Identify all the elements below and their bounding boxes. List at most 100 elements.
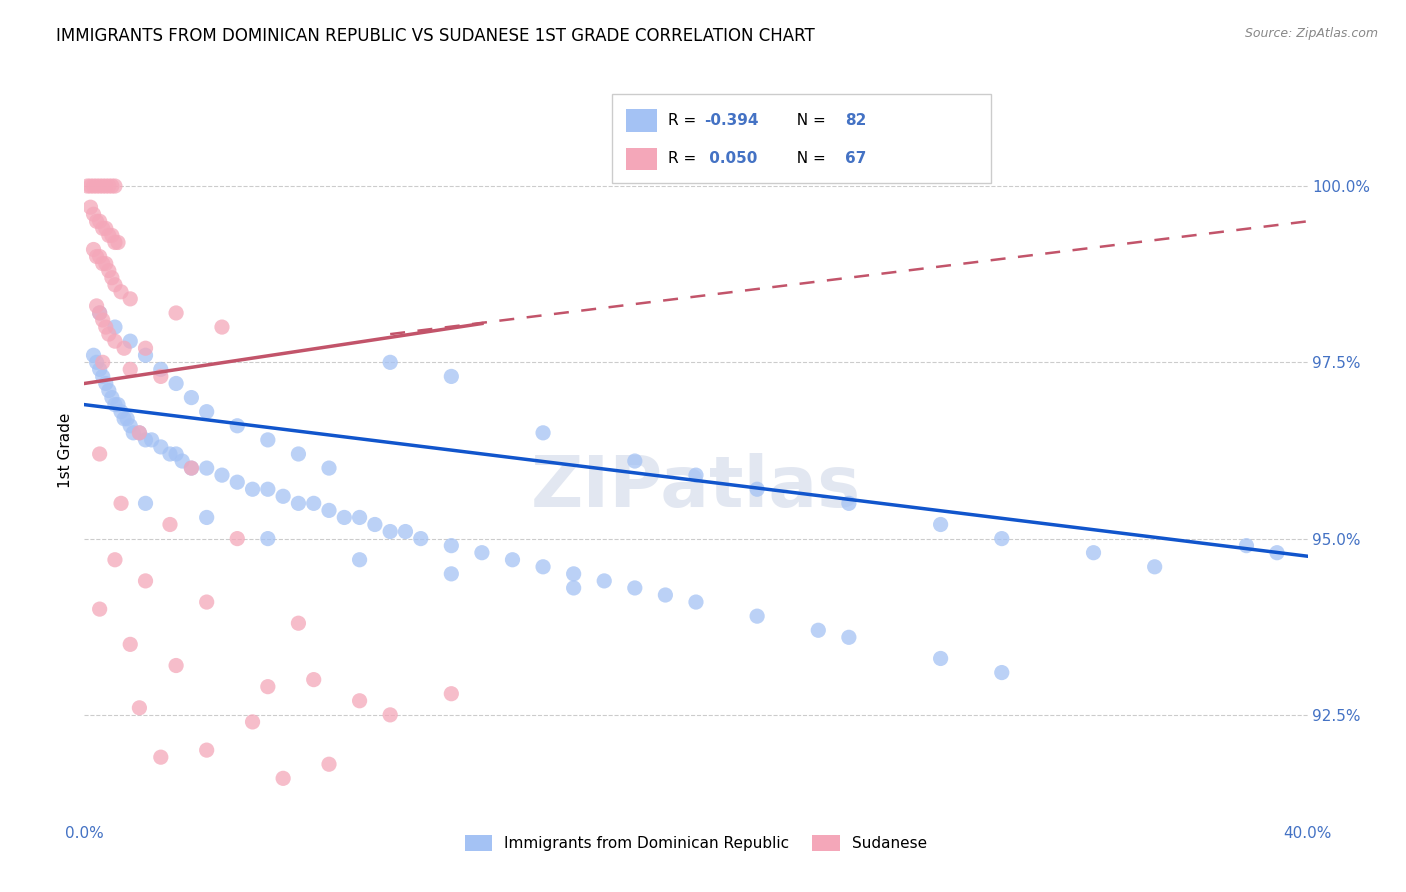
Point [89, 214, 111, 228]
Point [287, 616, 309, 631]
Point [135, 348, 157, 362]
Point [97, 179, 120, 194]
Point [165, 658, 187, 673]
Point [104, 398, 127, 412]
Point [110, 496, 132, 510]
Point [287, 496, 309, 510]
Point [86, 299, 108, 313]
Point [83, 207, 105, 221]
Point [685, 595, 707, 609]
Point [159, 447, 181, 461]
Point [364, 517, 387, 532]
Point [195, 595, 218, 609]
Point [104, 553, 127, 567]
Point [97, 263, 120, 277]
Point [349, 553, 371, 567]
Point [104, 277, 127, 292]
Point [110, 405, 132, 419]
Text: R =: R = [668, 152, 702, 166]
Point [91, 369, 114, 384]
Point [195, 405, 218, 419]
Point [104, 334, 127, 348]
Point [502, 553, 524, 567]
Point [89, 179, 111, 194]
Point [94, 179, 117, 194]
Point [104, 235, 127, 250]
Point [929, 517, 952, 532]
Point [110, 285, 132, 299]
Point [97, 327, 120, 342]
Text: Source: ZipAtlas.com: Source: ZipAtlas.com [1244, 27, 1378, 40]
Point [747, 609, 769, 624]
Point [318, 461, 340, 475]
Point [94, 221, 117, 235]
Point [180, 391, 202, 405]
Point [86, 250, 108, 264]
Point [89, 250, 111, 264]
Point [654, 588, 676, 602]
Point [89, 447, 111, 461]
Point [226, 475, 249, 490]
Point [593, 574, 616, 588]
Point [380, 707, 402, 722]
Point [807, 624, 830, 638]
Point [128, 701, 150, 715]
Point [172, 454, 194, 468]
Y-axis label: 1st Grade: 1st Grade [58, 413, 73, 488]
Point [394, 524, 416, 539]
Point [991, 532, 1014, 546]
Point [257, 433, 280, 447]
Point [271, 772, 294, 786]
Point [76, 179, 98, 194]
Point [165, 447, 187, 461]
Point [149, 750, 172, 764]
Point [562, 581, 585, 595]
Point [349, 510, 371, 524]
Point [287, 447, 309, 461]
Point [120, 418, 142, 433]
Point [120, 334, 142, 348]
Point [120, 637, 142, 651]
Point [257, 482, 280, 496]
Point [624, 581, 647, 595]
Point [531, 425, 554, 440]
Point [91, 179, 114, 194]
Point [211, 320, 233, 334]
Point [226, 418, 249, 433]
Point [242, 482, 264, 496]
Text: R =: R = [668, 113, 702, 128]
Text: IMMIGRANTS FROM DOMINICAN REPUBLIC VS SUDANESE 1ST GRADE CORRELATION CHART: IMMIGRANTS FROM DOMINICAN REPUBLIC VS SU… [56, 27, 815, 45]
Point [89, 362, 111, 376]
Point [128, 425, 150, 440]
Point [333, 510, 356, 524]
Point [318, 757, 340, 772]
Point [83, 348, 105, 362]
Point [112, 341, 135, 355]
Point [94, 257, 117, 271]
Point [624, 454, 647, 468]
Point [562, 566, 585, 581]
Text: -0.394: -0.394 [704, 113, 759, 128]
Point [149, 362, 172, 376]
Point [440, 566, 463, 581]
Point [101, 391, 124, 405]
Point [302, 496, 325, 510]
Point [440, 539, 463, 553]
Text: ZIPatlas: ZIPatlas [531, 453, 860, 522]
Point [257, 532, 280, 546]
Point [531, 559, 554, 574]
Point [302, 673, 325, 687]
Point [929, 651, 952, 665]
Point [409, 532, 432, 546]
Point [79, 179, 101, 194]
Point [135, 496, 157, 510]
Point [1236, 539, 1258, 553]
Point [141, 433, 163, 447]
Text: 82: 82 [845, 113, 866, 128]
Point [838, 630, 860, 644]
Legend: Immigrants from Dominican Republic, Sudanese: Immigrants from Dominican Republic, Suda… [458, 830, 934, 857]
Point [97, 384, 120, 398]
Point [318, 503, 340, 517]
Point [94, 376, 117, 391]
Point [991, 665, 1014, 680]
